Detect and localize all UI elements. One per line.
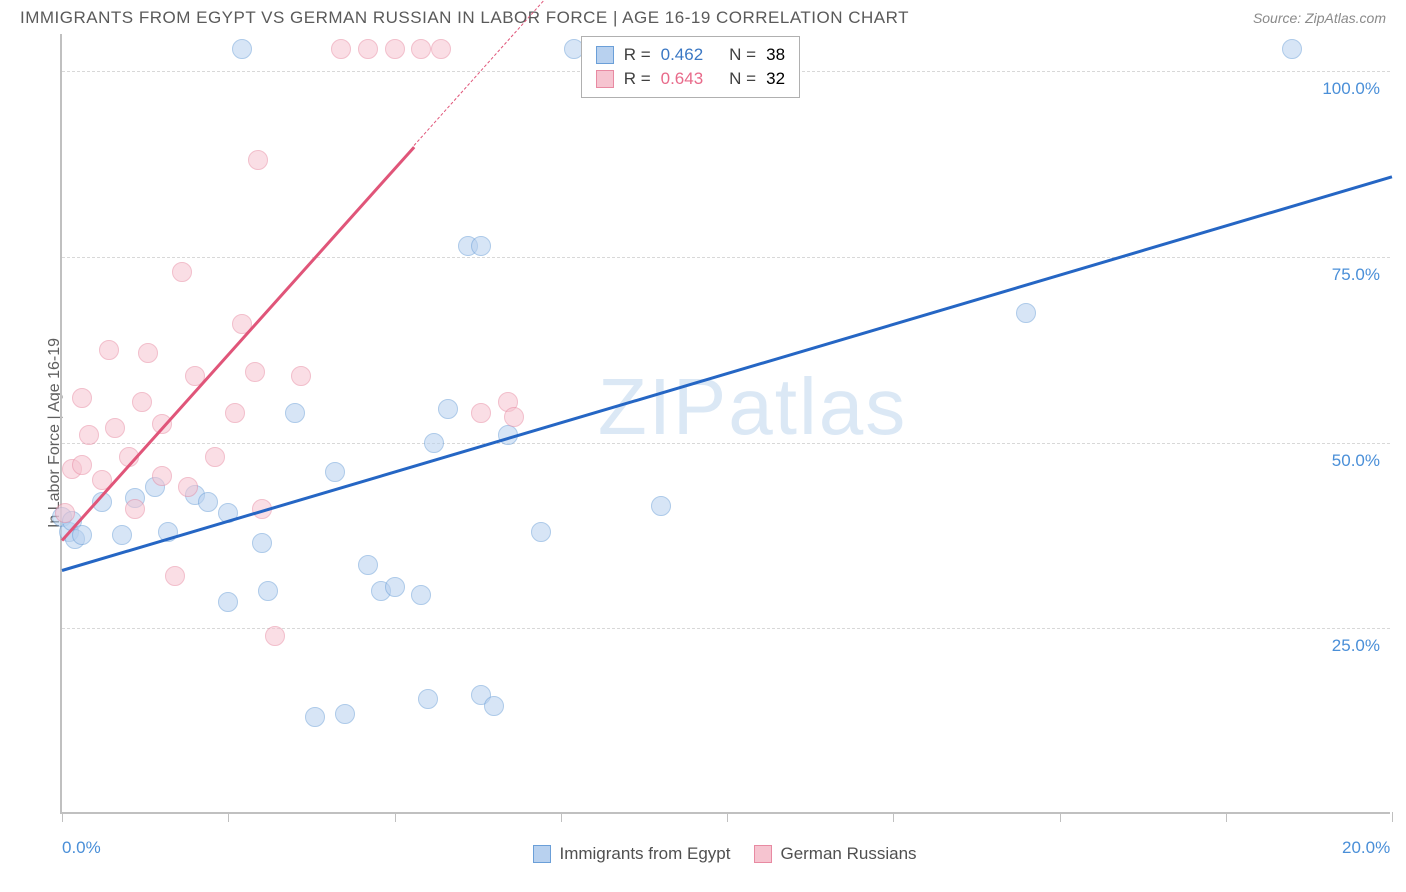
legend-n-value: 38 <box>766 45 785 65</box>
chart-title: IMMIGRANTS FROM EGYPT VS GERMAN RUSSIAN … <box>20 8 909 28</box>
scatter-point <box>72 388 92 408</box>
scatter-point <box>252 533 272 553</box>
scatter-point <box>385 577 405 597</box>
xtick <box>228 812 229 822</box>
legend-r-label: R = <box>624 45 651 65</box>
scatter-point <box>79 425 99 445</box>
legend-n-label: N = <box>729 45 756 65</box>
correlation-legend-row: R = 0.643 N = 32 <box>596 67 785 91</box>
legend-swatch-icon <box>596 70 614 88</box>
scatter-point <box>504 407 524 427</box>
scatter-point <box>172 262 192 282</box>
legend-swatch-icon <box>533 845 551 863</box>
xtick <box>561 812 562 822</box>
watermark-text: ZIPatlas <box>598 361 907 453</box>
legend-n-label: N = <box>729 69 756 89</box>
scatter-point <box>132 392 152 412</box>
gridline <box>62 443 1390 444</box>
scatter-point <box>484 696 504 716</box>
legend-label: Immigrants from Egypt <box>559 844 730 864</box>
scatter-point <box>385 39 405 59</box>
ytick-label: 75.0% <box>1332 265 1380 285</box>
scatter-point <box>248 150 268 170</box>
scatter-point <box>438 399 458 419</box>
legend-bottom: Immigrants from Egypt German Russians <box>60 834 1390 864</box>
xtick <box>727 812 728 822</box>
scatter-point <box>105 418 125 438</box>
legend-swatch-icon <box>754 845 772 863</box>
legend-swatch-icon <box>596 46 614 64</box>
chart-source: Source: ZipAtlas.com <box>1253 10 1386 26</box>
xtick-label: 20.0% <box>1342 838 1390 858</box>
scatter-point <box>152 466 172 486</box>
scatter-point <box>471 236 491 256</box>
scatter-plot-area: ZIPatlas 25.0%50.0%75.0%100.0%0.0%20.0%R… <box>60 34 1390 814</box>
legend-n-value: 32 <box>766 69 785 89</box>
scatter-point <box>55 503 75 523</box>
scatter-point <box>331 39 351 59</box>
gridline <box>62 257 1390 258</box>
scatter-point <box>72 455 92 475</box>
scatter-point <box>198 492 218 512</box>
legend-item: Immigrants from Egypt <box>533 844 730 864</box>
scatter-point <box>325 462 345 482</box>
chart-header: IMMIGRANTS FROM EGYPT VS GERMAN RUSSIAN … <box>0 0 1406 34</box>
scatter-point <box>125 499 145 519</box>
legend-r-value: 0.643 <box>661 69 704 89</box>
scatter-point <box>178 477 198 497</box>
gridline <box>62 628 1390 629</box>
ytick-label: 50.0% <box>1332 451 1380 471</box>
scatter-point <box>1016 303 1036 323</box>
legend-label: German Russians <box>780 844 916 864</box>
scatter-point <box>258 581 278 601</box>
scatter-point <box>205 447 225 467</box>
scatter-point <box>418 689 438 709</box>
scatter-point <box>411 585 431 605</box>
xtick <box>395 812 396 822</box>
scatter-point <box>471 403 491 423</box>
xtick <box>893 812 894 822</box>
xtick-label: 0.0% <box>62 838 101 858</box>
scatter-point <box>411 39 431 59</box>
scatter-point <box>138 343 158 363</box>
xtick <box>1392 812 1393 822</box>
legend-r-value: 0.462 <box>661 45 704 65</box>
scatter-point <box>112 525 132 545</box>
scatter-point <box>165 566 185 586</box>
scatter-point <box>651 496 671 516</box>
xtick <box>62 812 63 822</box>
legend-item: German Russians <box>754 844 916 864</box>
scatter-point <box>358 555 378 575</box>
xtick <box>1060 812 1061 822</box>
correlation-legend-row: R = 0.462 N = 38 <box>596 43 785 67</box>
legend-r-label: R = <box>624 69 651 89</box>
scatter-point <box>291 366 311 386</box>
scatter-point <box>1282 39 1302 59</box>
scatter-point <box>358 39 378 59</box>
scatter-point <box>335 704 355 724</box>
correlation-legend: R = 0.462 N = 38 R = 0.643 N = 32 <box>581 36 800 98</box>
scatter-point <box>531 522 551 542</box>
scatter-point <box>72 525 92 545</box>
scatter-point <box>225 403 245 423</box>
scatter-point <box>265 626 285 646</box>
xtick <box>1226 812 1227 822</box>
scatter-point <box>285 403 305 423</box>
scatter-point <box>245 362 265 382</box>
chart-container: In Labor Force | Age 16-19 ZIPatlas 25.0… <box>20 34 1386 864</box>
scatter-point <box>424 433 444 453</box>
scatter-point <box>99 340 119 360</box>
scatter-point <box>305 707 325 727</box>
scatter-point <box>232 39 252 59</box>
ytick-label: 25.0% <box>1332 636 1380 656</box>
scatter-point <box>218 592 238 612</box>
scatter-point <box>431 39 451 59</box>
ytick-label: 100.0% <box>1322 79 1380 99</box>
